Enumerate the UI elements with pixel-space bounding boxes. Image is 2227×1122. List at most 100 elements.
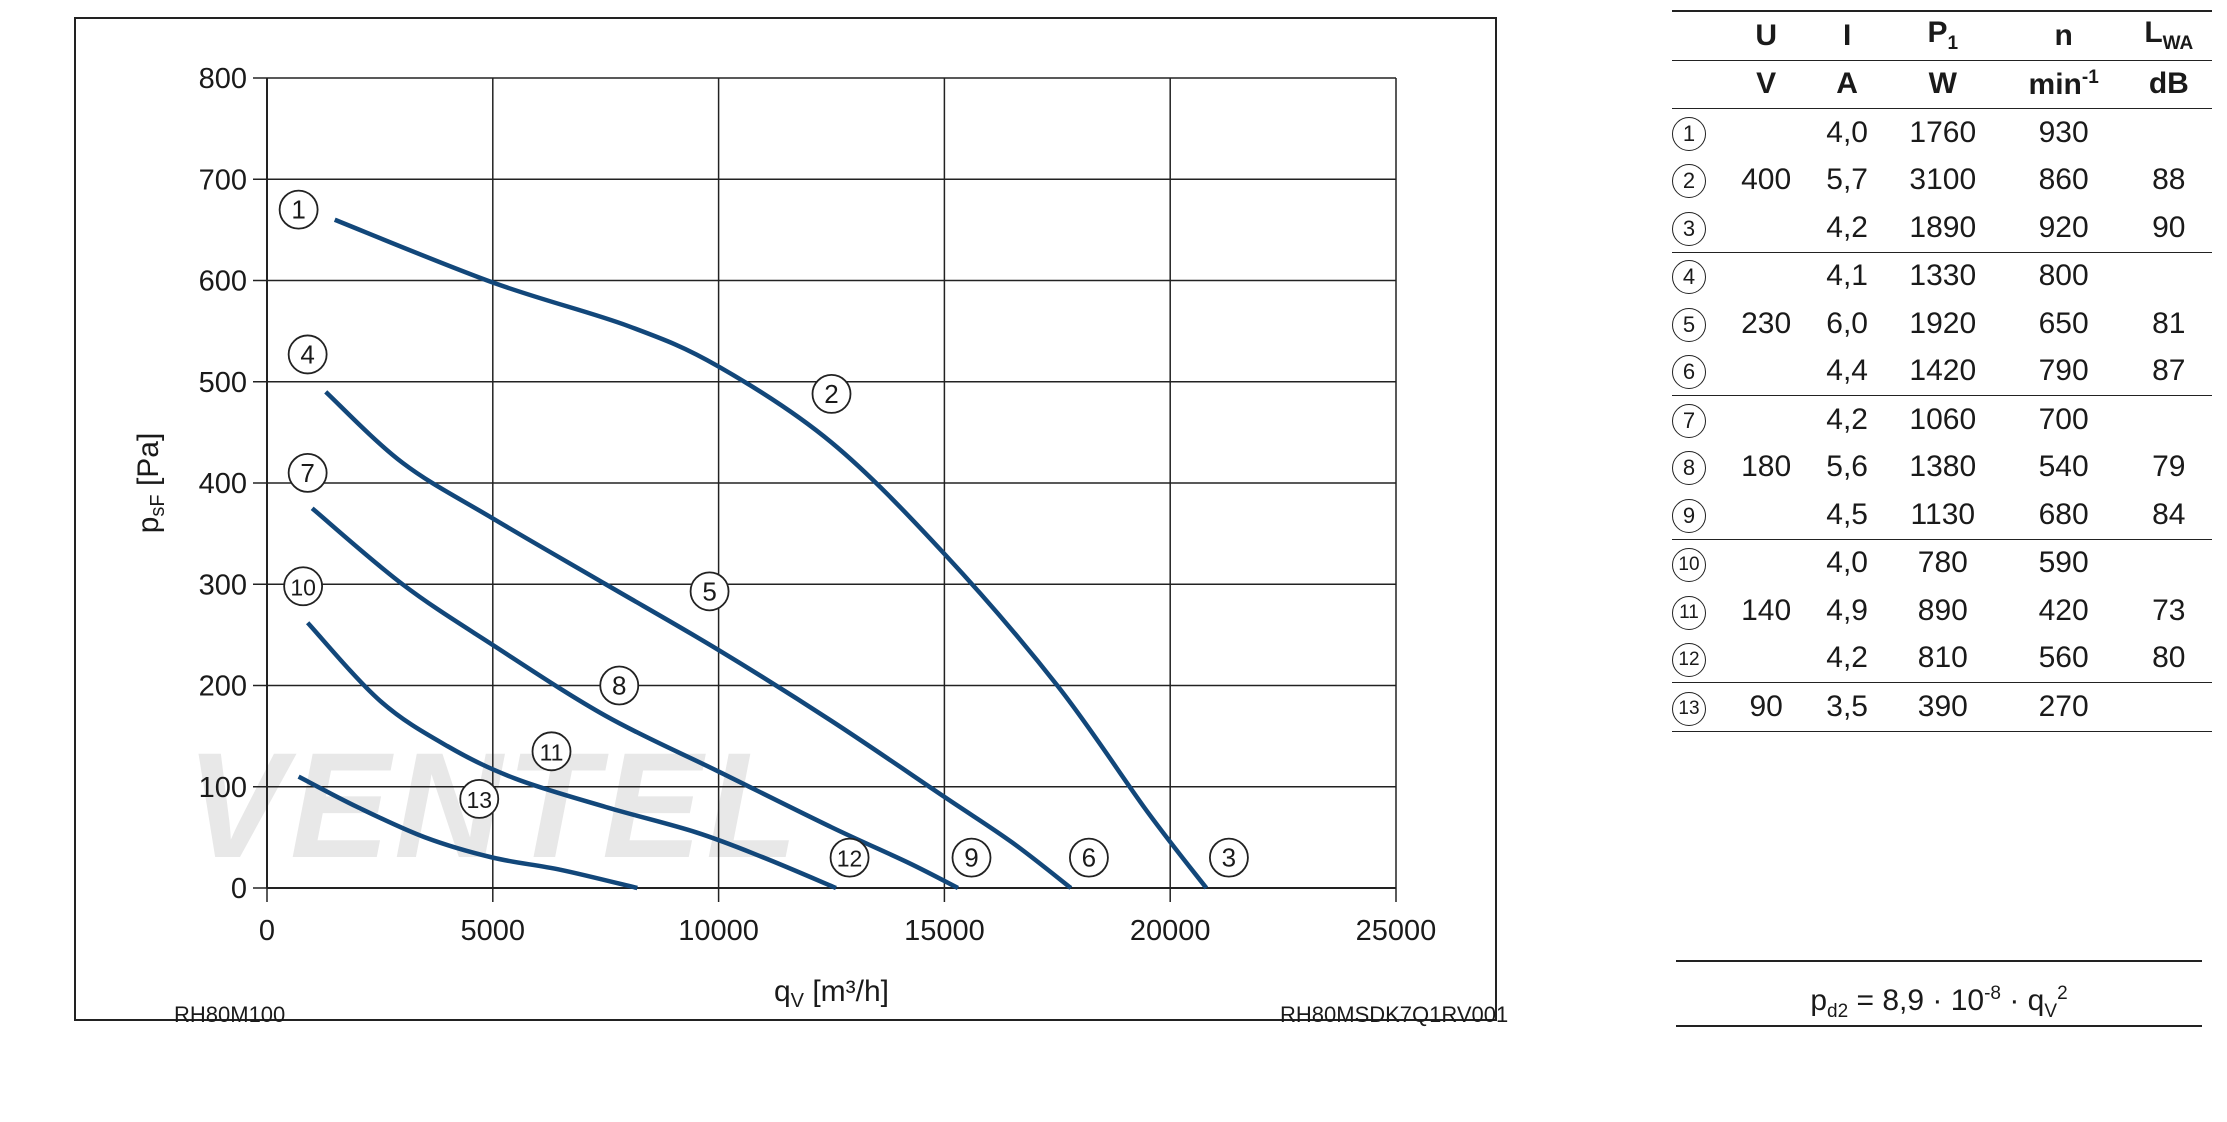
table-row: 4 4,1 1330 800 [1672, 251, 2212, 300]
curve-marker-4 [287, 334, 328, 375]
curve-marker-label: 10 [290, 574, 316, 600]
curve-marker-1 [278, 189, 319, 230]
cell-U: 140 [1741, 593, 1792, 627]
row-id-marker: 6 [1672, 355, 1706, 390]
y-tick-label: 100 [199, 772, 247, 804]
curve-marker-13 [459, 779, 500, 819]
curve-marker-3 [1209, 837, 1249, 878]
cell-L [2126, 109, 2212, 157]
cell-n: 540 [2038, 450, 2089, 484]
cell-I: 5,7 [1826, 163, 1868, 197]
row-id-cell: 10 [1672, 538, 1722, 587]
row-id-cell: 7 [1672, 395, 1722, 444]
cell-U [1722, 395, 1811, 444]
curve-marker-label: 2 [824, 379, 838, 409]
curve-marker-label: 13 [466, 787, 492, 813]
x-tick-label: 25000 [1356, 915, 1437, 947]
cell-L [2125, 538, 2212, 587]
table-row: 5 230 6,0 1920 650 81 [1672, 300, 2212, 348]
row-id-cell: 2 [1672, 157, 1722, 205]
row-id-marker: 9 [1672, 498, 1706, 533]
cell-P: 390 [1883, 682, 2002, 732]
fan-model-label: RH80M100 [174, 1002, 286, 1027]
cell-I: 6,0 [1826, 306, 1868, 340]
table-row: 9 4,5 1130 680 84 [1672, 491, 2212, 539]
formula-q-sup: 2 [2057, 983, 2068, 1004]
cell-U: 180 [1741, 450, 1792, 484]
formula-q: · q [2001, 984, 2045, 1017]
curve-marker-10 [283, 566, 324, 607]
cell-U [1722, 635, 1810, 683]
curve-marker-11 [531, 731, 572, 772]
cell-I: 4,4 [1826, 354, 1868, 388]
curve-marker-label: 8 [612, 671, 626, 701]
row-id-cell: 3 [1672, 204, 1722, 252]
header-cell: P1 [1883, 10, 2002, 60]
cell-P: 890 [1917, 593, 1968, 627]
cell-U [1722, 538, 1811, 587]
cell-L: 84 [2152, 497, 2186, 531]
curve-marker-label: 5 [702, 576, 716, 606]
curve-marker-6 [1069, 837, 1109, 878]
row-id-cell: 5 [1672, 300, 1722, 348]
cell-n: 930 [2038, 115, 2089, 149]
x-tick-label: 10000 [678, 915, 759, 947]
cell-L: 81 [2152, 306, 2186, 340]
cell-P: 3100 [1909, 163, 1977, 197]
curve-13 [297, 774, 638, 891]
cell-n: 420 [2038, 593, 2089, 627]
cell-U: 230 [1741, 306, 1792, 340]
row-id-cell: 9 [1672, 491, 1722, 539]
row-id-marker: 13 [1672, 691, 1706, 726]
cell-n: 700 [2001, 395, 2126, 444]
curve-marker-label: 3 [1222, 843, 1236, 873]
x-tick-label: 5000 [461, 915, 526, 947]
cell-n: 650 [2038, 306, 2089, 340]
cell-I: 3,5 [1810, 682, 1884, 732]
formula-q-sub: V [2044, 1001, 2058, 1022]
curve-7 [310, 506, 959, 891]
cell-I: 4,2 [1810, 395, 1884, 444]
table-row: 10 4,0 780 590 [1672, 538, 2212, 587]
cell-P: 1130 [1910, 497, 1976, 531]
row-id-cell: 6 [1672, 348, 1722, 396]
cell-I: 4,2 [1826, 210, 1868, 244]
row-id-cell: 4 [1672, 251, 1722, 300]
cell-n: 590 [2001, 538, 2126, 587]
curve-marker-2 [811, 373, 852, 414]
curve-4 [324, 390, 1073, 890]
chart-frame: VENTEL 0 100 200 300 400 500 600 700 800 0 5000 100… [74, 17, 1508, 1027]
curve-marker-label: 4 [300, 339, 314, 369]
formula-coefficient: = 8,9 · 10 [1848, 984, 1985, 1017]
table-row: 3 4,2 1890 920 90 [1672, 204, 2212, 252]
cell-n: 680 [2038, 497, 2089, 531]
y-tick-label: 0 [231, 873, 247, 905]
formula-p: p [1810, 984, 1828, 1017]
cell-I: 4,1 [1810, 251, 1884, 300]
header-cell: I [1810, 10, 1884, 60]
row-id-marker: 7 [1672, 403, 1706, 438]
curve-marker-label: 12 [837, 846, 863, 872]
header-cell: LWA [2125, 10, 2212, 60]
cell-I: 4,0 [1810, 538, 1884, 587]
row-id-marker: 8 [1672, 451, 1706, 486]
formula-exponent: -8 [1984, 983, 2002, 1004]
table-row: 11 140 4,9 890 420 73 [1672, 587, 2212, 635]
cell-L: 88 [2152, 163, 2186, 197]
table-row: 1 4,0 1760 930 [1672, 109, 2212, 157]
cell-n: 800 [2001, 251, 2126, 300]
cell-L: 79 [2152, 450, 2186, 484]
cell-U [1722, 491, 1810, 539]
cell-I: 4,9 [1826, 593, 1868, 627]
row-id-marker: 3 [1672, 211, 1706, 246]
row-id-marker: 5 [1672, 307, 1706, 342]
x-tick-label: 20000 [1130, 915, 1211, 947]
cell-n: 860 [2038, 163, 2089, 197]
unit-cell: A [1810, 59, 1884, 109]
curve-marker-label: 6 [1082, 843, 1096, 873]
cell-U: 400 [1741, 163, 1792, 197]
cell-P: 810 [1917, 641, 1968, 675]
row-id-marker: 12 [1672, 643, 1706, 678]
row-id-cell: 11 [1672, 587, 1722, 635]
